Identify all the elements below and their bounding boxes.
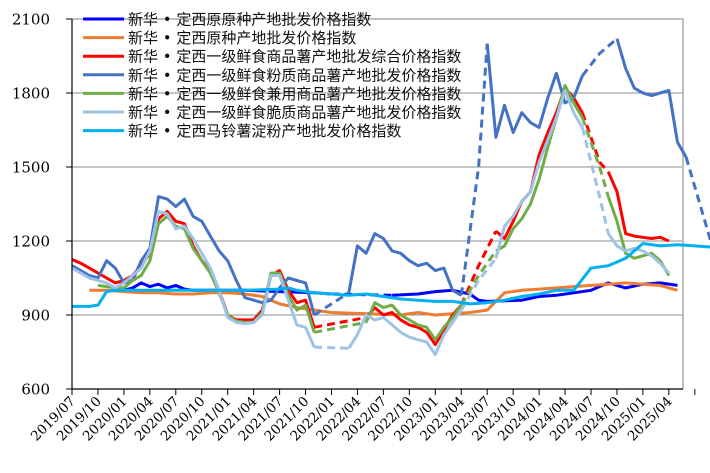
axes xyxy=(71,19,683,390)
series-3 xyxy=(71,37,710,317)
legend-label: 新华 • 定西一级鲜食脆质商品薯产地批发价格指数 xyxy=(128,104,461,122)
y-tick-label: 900 xyxy=(21,307,50,325)
series-segment xyxy=(615,38,688,158)
y-axis-ticks: 600 900 1200 1500 1800 2100 xyxy=(12,11,72,399)
series-segment xyxy=(72,242,710,308)
y-tick-label: 1800 xyxy=(12,85,50,103)
series-segment xyxy=(495,84,584,253)
legend-item: 新华 • 定西原原种产地批发价格指数 xyxy=(83,11,371,29)
legend-item: 新华 • 定西一级鲜食兼用商品薯产地批发价格指数 xyxy=(83,85,461,103)
legend-item: 新华 • 定西马铃薯淀粉产地批发价格指数 xyxy=(83,122,401,140)
y-tick-label: 2100 xyxy=(12,11,50,29)
legend-label: 新华 • 定西一级鲜食粉质商品薯产地批发价格指数 xyxy=(128,66,461,84)
series-dashed-segment xyxy=(459,230,498,306)
legend-label: 新华 • 定西马铃薯淀粉产地批发价格指数 xyxy=(128,122,401,140)
series-dashed-segment xyxy=(313,320,367,334)
series-lines xyxy=(71,37,710,356)
series-segment xyxy=(347,232,463,297)
series-dashed-segment xyxy=(581,37,618,77)
series-1 xyxy=(89,281,678,317)
legend-item: 新华 • 定西原种产地批发价格指数 xyxy=(83,29,356,47)
series-dashed-segment xyxy=(459,43,489,296)
series-dashed-segment xyxy=(313,291,350,317)
legend-item: 新华 • 定西一级鲜食脆质商品薯产地批发价格指数 xyxy=(83,104,461,122)
series-4 xyxy=(97,84,671,342)
series-dashed-segment xyxy=(580,112,610,173)
series-segment xyxy=(89,281,678,317)
series-segment xyxy=(485,43,584,139)
series-5 xyxy=(71,89,671,356)
y-tick-label: 1500 xyxy=(12,159,50,177)
series-dashed-segment xyxy=(314,345,349,350)
series-dashed-segment xyxy=(580,127,610,234)
legend-item: 新华 • 定西一级鲜食商品薯产地批发综合价格指数 xyxy=(83,48,461,66)
series-dashed-segment xyxy=(684,156,710,244)
series-segment xyxy=(347,309,463,356)
series-dashed-segment xyxy=(580,117,610,198)
series-segment xyxy=(607,232,671,275)
legend-label: 新华 • 定西原原种产地批发价格指数 xyxy=(128,11,371,29)
series-segment xyxy=(606,196,671,277)
series-dashed-segment xyxy=(313,316,367,329)
series-segment xyxy=(71,195,316,316)
legend-label: 新华 • 定西一级鲜食兼用商品薯产地批发价格指数 xyxy=(128,85,461,103)
series-dashed-segment xyxy=(460,250,498,306)
y-tick-label: 600 xyxy=(21,381,50,399)
series-segment xyxy=(364,301,463,342)
series-dashed-segment xyxy=(460,257,498,311)
plot-frame xyxy=(72,18,684,389)
x-axis-ticks: 2019/072019/102020/012020/042020/072020/… xyxy=(28,389,696,444)
series-segment xyxy=(71,209,316,348)
plot-border xyxy=(72,18,684,389)
series-6 xyxy=(72,242,710,308)
series-segment xyxy=(71,209,316,328)
series-segment xyxy=(494,89,584,259)
series-segment xyxy=(123,281,332,296)
legend-label: 新华 • 定西一级鲜食商品薯产地批发综合价格指数 xyxy=(128,48,461,66)
legend-label: 新华 • 定西原种产地批发价格指数 xyxy=(128,29,356,47)
y-tick-label: 1200 xyxy=(12,233,50,251)
series-segment xyxy=(97,214,316,333)
legend-item: 新华 • 定西一级鲜食粉质商品薯产地批发价格指数 xyxy=(83,66,461,84)
series-segment xyxy=(606,171,670,243)
